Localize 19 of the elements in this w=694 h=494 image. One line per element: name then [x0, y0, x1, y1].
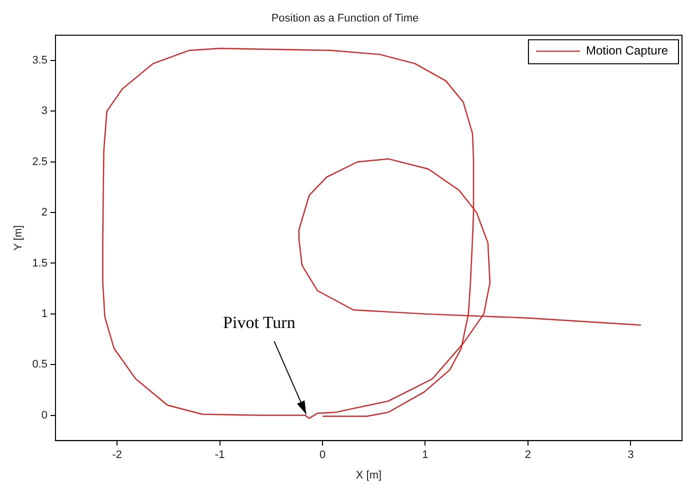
x-tick-label: 2: [524, 449, 532, 462]
y-tick-label: 2.5: [32, 156, 48, 168]
x-axis-title: X [m]: [356, 469, 382, 482]
y-tick-label: 3: [41, 105, 48, 118]
x-tick-label: 1: [422, 449, 428, 462]
legend-label: Motion Capture: [586, 44, 668, 58]
x-tick-label: 3: [628, 449, 634, 462]
y-tick-label: 1.5: [32, 257, 48, 270]
y-tick-label: 2: [41, 206, 48, 219]
x-tick-label: -2: [112, 449, 122, 462]
y-tick-label: 0: [41, 409, 48, 422]
chart-title: Position as a Function of Time: [271, 12, 419, 25]
y-tick-label: 0.5: [32, 358, 48, 371]
y-axis-title: Y [m]: [12, 225, 25, 251]
y-tick-label: 3.5: [32, 54, 48, 67]
y-tick-label: 1: [41, 308, 48, 320]
x-tick-label: 0: [319, 449, 326, 462]
x-tick-label: -1: [214, 449, 225, 462]
annotation: Pivot Turn: [223, 312, 296, 332]
